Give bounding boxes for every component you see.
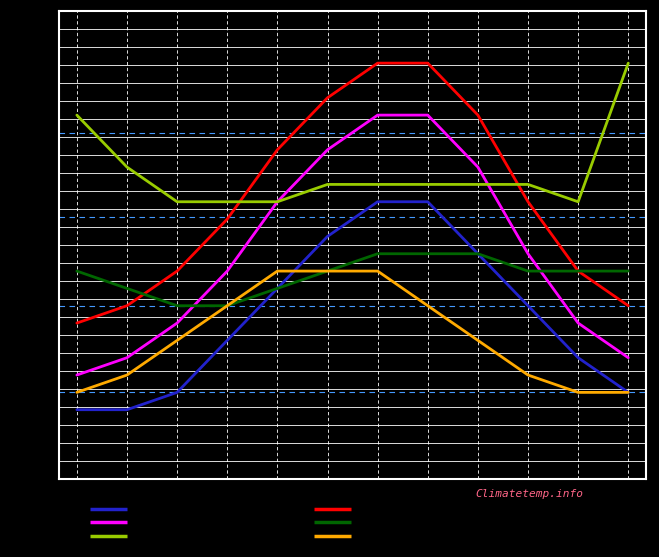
Text: Climatetemp.info: Climatetemp.info — [475, 488, 583, 499]
